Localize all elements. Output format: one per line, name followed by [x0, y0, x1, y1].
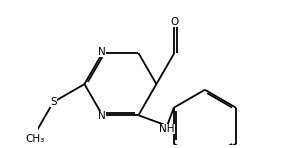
Text: NH: NH [159, 124, 175, 134]
Text: N: N [98, 47, 106, 57]
Text: O: O [170, 17, 179, 27]
Text: CH₃: CH₃ [26, 134, 45, 144]
Text: N: N [98, 111, 106, 121]
Text: S: S [50, 97, 57, 107]
